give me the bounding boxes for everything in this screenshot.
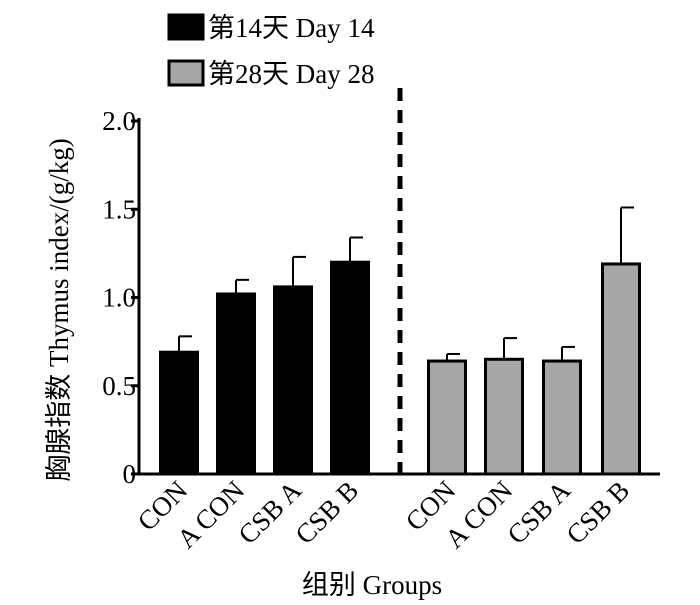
legend-label-day28: 第28天 Day 28 xyxy=(208,59,374,89)
bar xyxy=(601,262,641,476)
x-tick-label: CSB B xyxy=(560,475,635,550)
y-tick-label: 0.5 xyxy=(102,371,136,401)
bar xyxy=(484,357,524,476)
y-ticks: 0 0.5 1.0 1.5 2.0 xyxy=(102,106,139,489)
y-tick-label: 2.0 xyxy=(102,106,136,136)
x-axis-label: 组别 Groups xyxy=(302,570,442,600)
bar xyxy=(273,285,313,476)
x-tick-label: CSB A xyxy=(232,475,307,550)
legend-swatch-day28 xyxy=(167,59,205,87)
y-tick-label: 1.5 xyxy=(102,194,136,224)
legend: 第14天 Day 14 第28天 Day 28 xyxy=(167,13,375,89)
bar xyxy=(159,350,199,476)
bar xyxy=(542,359,582,476)
error-bars xyxy=(178,206,634,362)
x-tick-label: CSB A xyxy=(501,475,576,550)
x-tick-label: CSB B xyxy=(289,475,364,550)
bar xyxy=(427,359,467,476)
bar xyxy=(216,292,256,476)
bars xyxy=(159,260,641,476)
bar xyxy=(330,260,370,476)
legend-swatch-day14 xyxy=(167,13,205,41)
y-tick-label: 0 xyxy=(123,459,137,489)
legend-label-day14: 第14天 Day 14 xyxy=(208,13,375,43)
y-axis-label: 胸腺指数 Thymus index/(g/kg) xyxy=(44,138,74,481)
y-tick-label: 1.0 xyxy=(102,283,136,313)
